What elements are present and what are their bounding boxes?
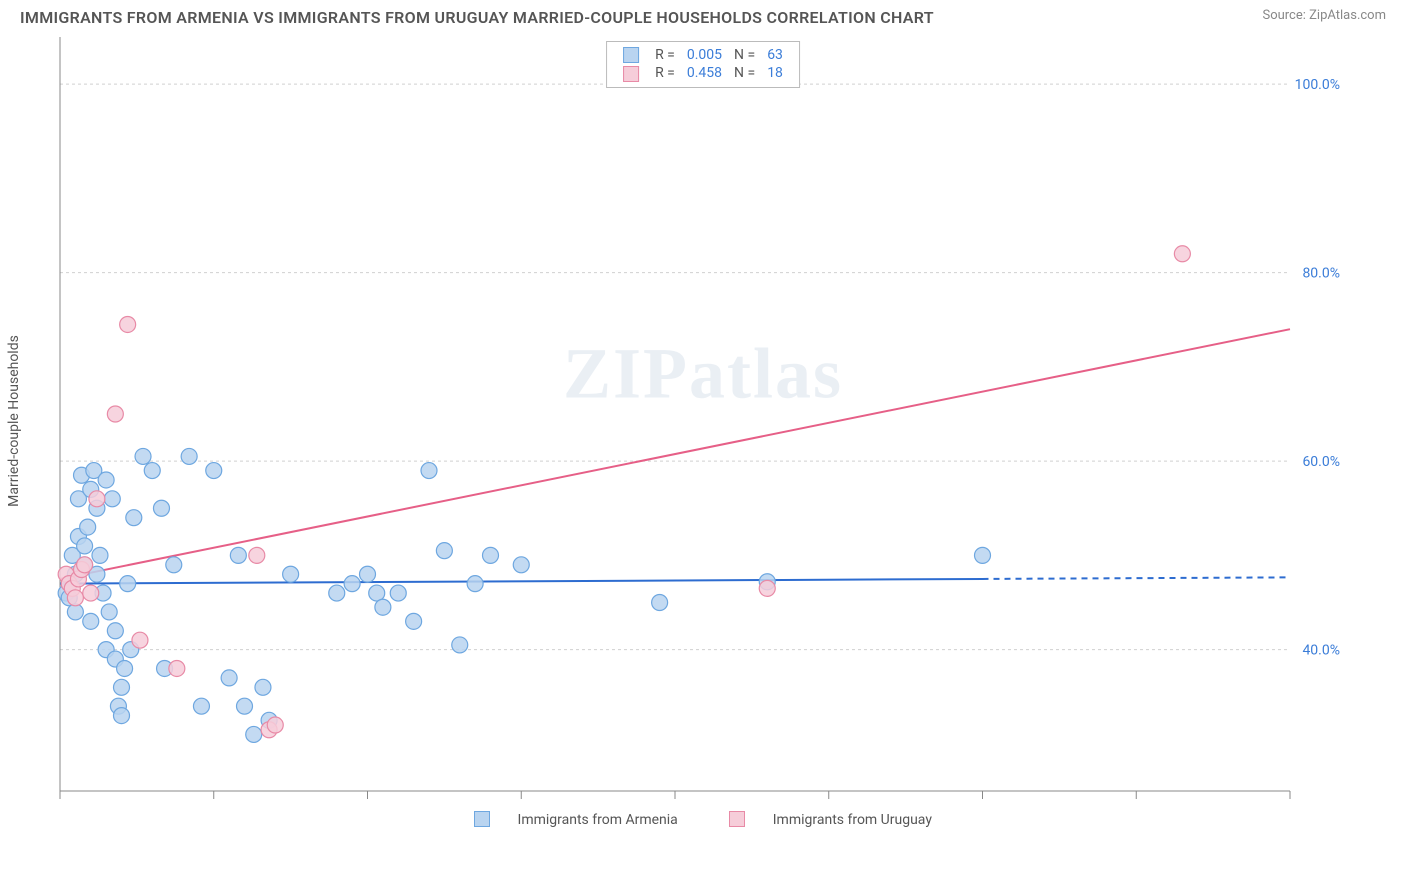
legend-r-armenia: 0.005 <box>681 46 728 64</box>
legend-swatch-uruguay <box>623 66 639 82</box>
legend-label-armenia: Immigrants from Armenia <box>518 812 678 828</box>
bottom-legend: Immigrants from Armenia Immigrants from … <box>0 811 1406 828</box>
correlation-legend: R = 0.005 N = 63 R = 0.458 N = 18 <box>606 41 800 88</box>
svg-text:60.0%: 60.0% <box>1302 454 1340 470</box>
legend-swatch-armenia <box>623 47 639 63</box>
scatter-chart: 40.0% 60.0% 80.0% 100.0% 0.0% 40.0% <box>20 31 1346 811</box>
svg-text:80.0%: 80.0% <box>1302 266 1340 282</box>
legend-row-uruguay: R = 0.458 N = 18 <box>617 64 789 82</box>
y-axis-title: Married-couple Households <box>6 335 22 507</box>
legend-row-armenia: R = 0.005 N = 63 <box>617 46 789 64</box>
legend-r-uruguay: 0.458 <box>681 64 728 82</box>
legend-n-label: N = <box>728 46 761 64</box>
svg-text:40.0%: 40.0% <box>1302 643 1340 659</box>
chart-title: IMMIGRANTS FROM ARMENIA VS IMMIGRANTS FR… <box>20 8 934 27</box>
legend-r-label: R = <box>649 64 681 82</box>
svg-text:40.0%: 40.0% <box>1252 809 1290 811</box>
chart-container: Married-couple Households ZIPatlas 40.0%… <box>20 31 1386 811</box>
source-label: Source: ZipAtlas.com <box>1262 8 1386 23</box>
legend-label-uruguay: Immigrants from Uruguay <box>773 812 932 828</box>
legend-n-label: N = <box>728 64 761 82</box>
legend-swatch-uruguay <box>729 811 745 827</box>
legend-n-uruguay: 18 <box>761 64 789 82</box>
legend-swatch-armenia <box>474 811 490 827</box>
svg-text:0.0%: 0.0% <box>56 809 86 811</box>
legend-r-label: R = <box>649 46 681 64</box>
legend-n-armenia: 63 <box>761 46 789 64</box>
svg-text:100.0%: 100.0% <box>1295 77 1340 93</box>
